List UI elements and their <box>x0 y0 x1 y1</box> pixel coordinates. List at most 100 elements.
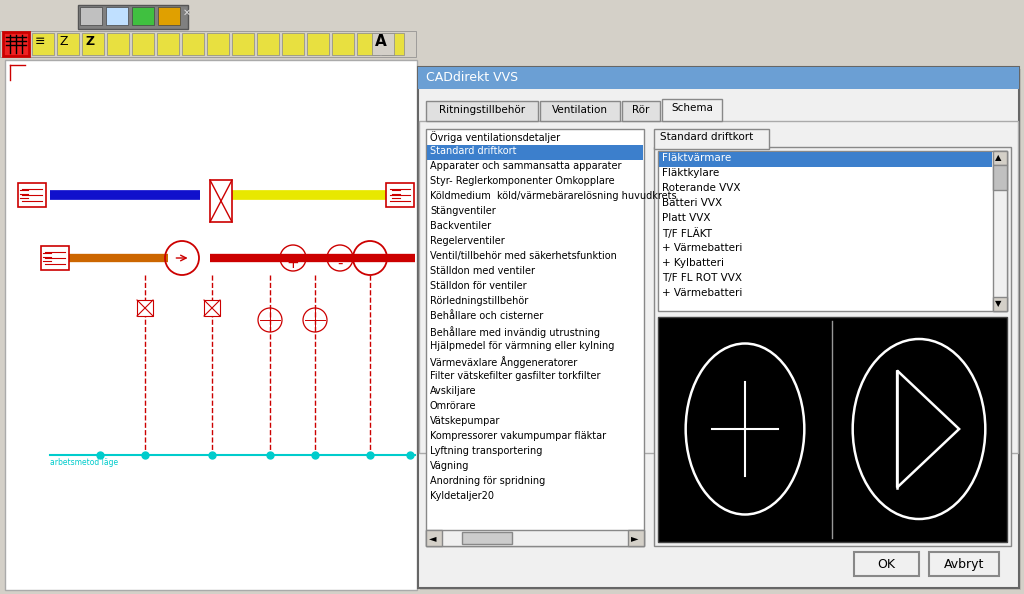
Bar <box>418 67 1019 89</box>
Text: Lyftning transportering: Lyftning transportering <box>430 446 543 456</box>
Bar <box>132 7 154 25</box>
Bar <box>420 69 1021 590</box>
Bar <box>132 33 154 55</box>
Bar <box>659 152 992 167</box>
Text: +: + <box>287 255 299 270</box>
Bar <box>204 300 220 316</box>
Bar <box>182 33 204 55</box>
Bar <box>418 67 1019 588</box>
Bar <box>540 101 620 121</box>
Bar <box>137 300 153 316</box>
Bar <box>357 33 379 55</box>
Bar <box>426 129 644 546</box>
Bar <box>106 33 129 55</box>
Text: Ställdon för ventiler: Ställdon för ventiler <box>430 281 526 291</box>
Bar <box>854 552 919 576</box>
Text: T/F FL ROT VVX: T/F FL ROT VVX <box>662 273 742 283</box>
Text: Regelerventiler: Regelerventiler <box>430 236 505 246</box>
Bar <box>57 33 79 55</box>
Text: ◄: ◄ <box>429 533 436 543</box>
Text: ▲: ▲ <box>995 153 1001 162</box>
Text: Avskiljare: Avskiljare <box>430 386 476 396</box>
Bar <box>3 32 29 56</box>
Bar <box>82 33 104 55</box>
Bar <box>993 165 1007 190</box>
Text: Standard driftkort: Standard driftkort <box>660 132 754 142</box>
Text: Ventil/tillbehör med säkerhetsfunktion: Ventil/tillbehör med säkerhetsfunktion <box>430 251 616 261</box>
Text: Z: Z <box>60 35 69 48</box>
Text: Platt VVX: Platt VVX <box>662 213 711 223</box>
Text: Z: Z <box>85 35 94 48</box>
Text: Schema: Schema <box>671 103 713 113</box>
Bar <box>929 552 999 576</box>
Text: arbetsmetod läge: arbetsmetod läge <box>50 458 118 467</box>
Text: Värmeväxlare Ånggeneratorer: Värmeväxlare Ånggeneratorer <box>430 356 578 368</box>
Text: Anordning för spridning: Anordning för spridning <box>430 476 545 486</box>
Text: CADdirekt VVS: CADdirekt VVS <box>426 71 518 84</box>
Bar <box>628 530 644 546</box>
Bar <box>5 60 417 590</box>
Text: Behållare och cisterner: Behållare och cisterner <box>430 311 544 321</box>
Text: Batteri VVX: Batteri VVX <box>662 198 722 208</box>
Text: Ställdon med ventiler: Ställdon med ventiler <box>430 266 535 276</box>
Bar <box>658 151 1007 311</box>
Bar <box>382 33 404 55</box>
Text: ►: ► <box>631 533 639 543</box>
Bar <box>210 180 232 222</box>
Bar <box>32 33 54 55</box>
Text: Fläktkylare: Fläktkylare <box>662 168 719 178</box>
Text: + Kylbatteri: + Kylbatteri <box>662 258 724 268</box>
Text: Köldmedium  köld/värmebärarelösning huvudkrets: Köldmedium köld/värmebärarelösning huvud… <box>430 191 677 201</box>
Bar <box>18 183 46 207</box>
Bar <box>426 530 442 546</box>
Text: Rörledningstillbehör: Rörledningstillbehör <box>430 296 528 306</box>
Text: ✕: ✕ <box>183 8 191 18</box>
Bar <box>158 7 180 25</box>
Bar <box>662 99 722 121</box>
Bar <box>426 101 538 121</box>
Bar <box>462 532 512 544</box>
Text: Roterande VVX: Roterande VVX <box>662 183 740 193</box>
Text: Apparater och sammansatta apparater: Apparater och sammansatta apparater <box>430 161 622 171</box>
Text: -: - <box>337 255 343 270</box>
Bar <box>307 33 329 55</box>
Bar <box>372 33 394 55</box>
Text: Hjälpmedel för värmning eller kylning: Hjälpmedel för värmning eller kylning <box>430 341 614 351</box>
Text: Vägning: Vägning <box>430 461 469 471</box>
Bar <box>426 530 644 546</box>
Bar <box>419 121 1018 453</box>
Bar <box>282 33 304 55</box>
Text: Standard driftkort: Standard driftkort <box>430 146 516 156</box>
Text: ▼: ▼ <box>995 299 1001 308</box>
Bar <box>78 5 188 29</box>
Bar <box>622 101 660 121</box>
Text: Ritningstillbehör: Ritningstillbehör <box>439 105 525 115</box>
Text: Rör: Rör <box>632 105 649 115</box>
Bar <box>106 7 128 25</box>
Text: Styr- Reglerkomponenter Omkopplare: Styr- Reglerkomponenter Omkopplare <box>430 176 614 186</box>
Text: Fläktvärmare: Fläktvärmare <box>662 153 731 163</box>
Text: Vätskepumpar: Vätskepumpar <box>430 416 501 426</box>
Text: Backventiler: Backventiler <box>430 221 492 231</box>
Text: + Värmebatteri: + Värmebatteri <box>662 243 742 253</box>
Text: + Värmebatteri: + Värmebatteri <box>662 288 742 298</box>
Bar <box>80 7 102 25</box>
Bar <box>427 145 643 160</box>
Bar <box>654 147 1011 546</box>
Bar <box>654 129 769 149</box>
Text: Kyldetaljer20: Kyldetaljer20 <box>430 491 494 501</box>
Bar <box>658 317 1007 542</box>
Bar <box>0 31 416 57</box>
Text: Behållare med invändig utrustning: Behållare med invändig utrustning <box>430 326 600 338</box>
Text: Stängventiler: Stängventiler <box>430 206 496 216</box>
Text: A: A <box>375 34 387 49</box>
Bar <box>41 246 69 270</box>
Text: Kompressorer vakumpumpar fläktar: Kompressorer vakumpumpar fläktar <box>430 431 606 441</box>
Bar <box>993 151 1007 311</box>
Text: Avbryt: Avbryt <box>944 558 984 571</box>
Text: OK: OK <box>877 558 895 571</box>
Text: Filter vätskefilter gasfilter torkfilter: Filter vätskefilter gasfilter torkfilter <box>430 371 600 381</box>
Text: Övriga ventilationsdetaljer: Övriga ventilationsdetaljer <box>430 131 560 143</box>
Bar <box>257 33 279 55</box>
Bar <box>207 33 229 55</box>
